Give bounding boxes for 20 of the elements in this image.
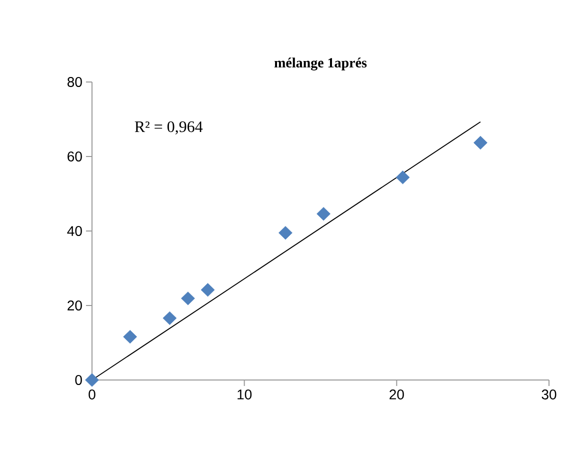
point	[396, 170, 410, 184]
point	[200, 283, 215, 297]
point	[316, 207, 330, 221]
x-tick-label: 30	[542, 390, 556, 400]
y-tick-label: 40	[67, 226, 82, 236]
y-tick-label: 80	[68, 77, 82, 87]
point	[162, 311, 177, 325]
x-tick-label: 20	[390, 390, 404, 400]
x-tick-label: 10	[238, 390, 252, 400]
point	[181, 292, 195, 306]
annotation: R² = 0,964	[134, 121, 203, 134]
y-tick-label: 20	[68, 300, 82, 310]
point	[278, 226, 292, 240]
x-tick-label: 0	[88, 390, 96, 400]
point	[123, 330, 138, 344]
point	[85, 373, 99, 387]
y-tick-label: 60	[68, 152, 82, 162]
y-tick-label: 0	[75, 375, 82, 385]
chart-title: mélange 1aprés	[274, 58, 367, 70]
point	[474, 136, 488, 150]
